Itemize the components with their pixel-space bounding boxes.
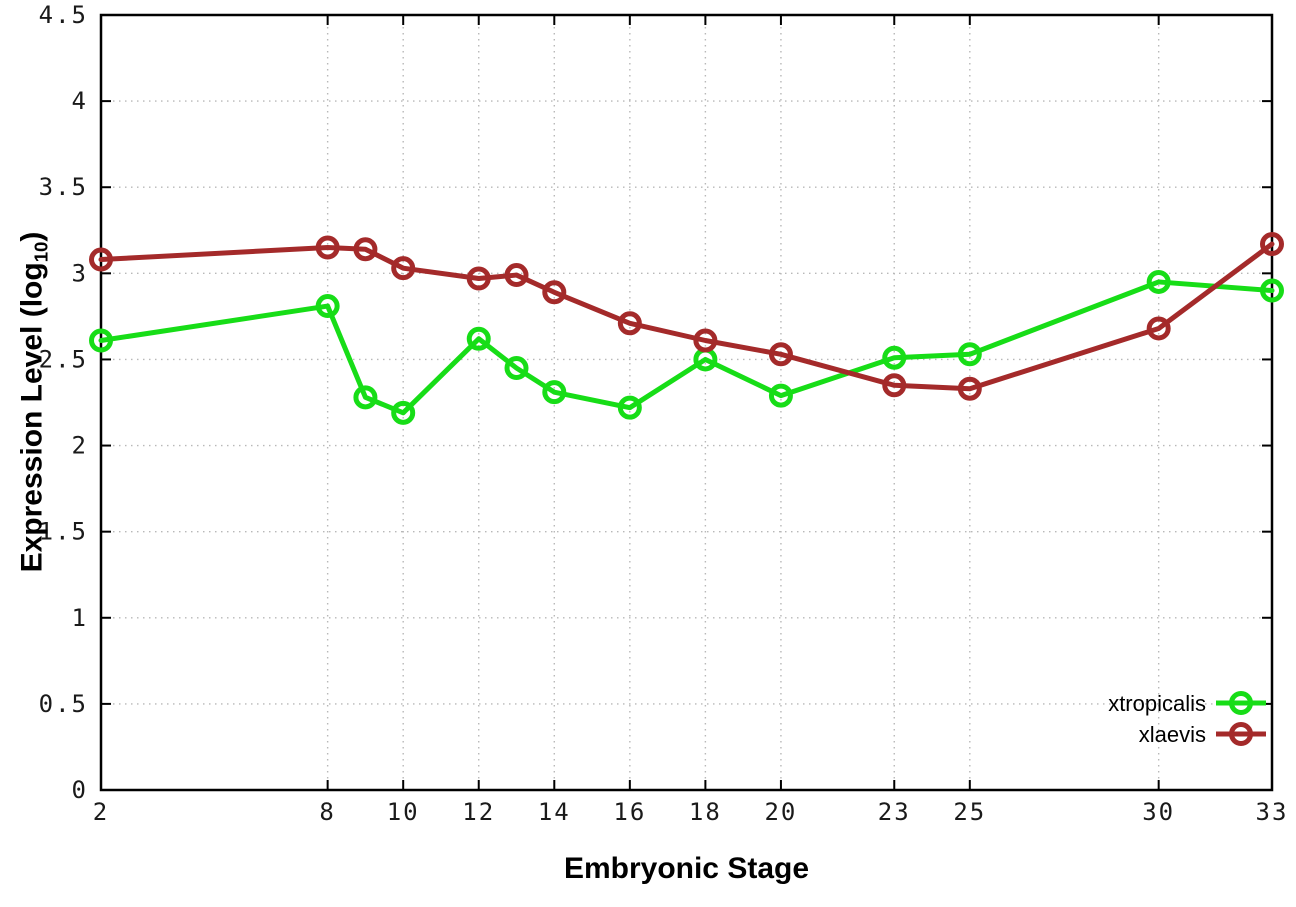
- plot-border: [99, 13, 1274, 792]
- data-point-xlaevis: [693, 328, 718, 353]
- data-point-xlaevis: [957, 376, 982, 401]
- data-point-xtropicalis: [1260, 278, 1284, 303]
- y-tick-label: 2.5: [39, 345, 88, 373]
- data-point-xtropicalis: [391, 400, 416, 425]
- x-tick-label: 25: [953, 798, 986, 826]
- x-tick-label: 10: [387, 798, 420, 826]
- legend-label-xtropicalis: xtropicalis: [1108, 691, 1206, 716]
- y-tick-label: 3: [72, 259, 88, 287]
- x-tick-label: 16: [613, 798, 646, 826]
- x-tick-label: 23: [878, 798, 911, 826]
- y-tick-label: 0.5: [39, 690, 88, 718]
- y-tick-label: 4.5: [39, 1, 88, 29]
- x-tick-label: 8: [319, 798, 335, 826]
- y-axis-title-subscript: 10: [30, 241, 52, 263]
- data-point-xtropicalis: [957, 342, 982, 367]
- y-tick-label: 0: [72, 776, 88, 804]
- x-tick-label: 33: [1256, 798, 1289, 826]
- data-point-xtropicalis: [542, 380, 567, 405]
- data-point-xlaevis: [466, 266, 491, 291]
- data-point-xtropicalis: [466, 326, 491, 351]
- x-tick-label: 12: [462, 798, 495, 826]
- y-tick-label: 2: [72, 432, 88, 460]
- data-point-xlaevis: [89, 247, 113, 272]
- legend-sample-marker-xtropicalis: [1229, 691, 1253, 715]
- legend-label-xlaevis: xlaevis: [1139, 722, 1206, 747]
- data-point-xlaevis: [1146, 316, 1171, 341]
- data-point-xtropicalis: [315, 294, 340, 319]
- data-point-xtropicalis: [353, 385, 378, 410]
- data-point-xtropicalis: [1146, 269, 1171, 294]
- x-tick-label: 18: [689, 798, 722, 826]
- data-point-xlaevis: [768, 342, 793, 367]
- data-point-xlaevis: [353, 237, 378, 262]
- data-point-xtropicalis: [504, 356, 529, 381]
- y-tick-label: 3.5: [39, 173, 88, 201]
- x-tick-label: 20: [764, 798, 797, 826]
- x-tick-label: 30: [1142, 798, 1175, 826]
- y-tick-label: 1.5: [39, 518, 88, 546]
- data-point-xlaevis: [504, 263, 529, 288]
- x-tick-label: 14: [538, 798, 571, 826]
- series-line-xlaevis: [98, 241, 1275, 392]
- series-line-xtropicalis: [98, 279, 1275, 416]
- data-point-xtropicalis: [89, 328, 113, 353]
- x-tick-label: 2: [93, 798, 109, 826]
- data-point-xtropicalis: [768, 383, 793, 408]
- x-axis-title: Embryonic Stage: [563, 852, 810, 885]
- data-point-xlaevis: [617, 311, 642, 336]
- legend-sample-marker-xlaevis: [1229, 722, 1253, 746]
- y-axis-title-close: ): [15, 231, 49, 242]
- data-point-xlaevis: [542, 280, 567, 305]
- data-point-xlaevis: [391, 256, 416, 281]
- data-point-xtropicalis: [617, 395, 642, 420]
- y-tick-label: 1: [72, 604, 88, 632]
- data-point-xlaevis: [882, 373, 907, 398]
- data-point-xlaevis: [1260, 232, 1284, 257]
- data-point-xlaevis: [315, 235, 340, 260]
- y-axis-title-text: Expression Level (log: [15, 262, 49, 573]
- data-point-xtropicalis: [882, 345, 907, 370]
- y-tick-label: 4: [72, 87, 88, 115]
